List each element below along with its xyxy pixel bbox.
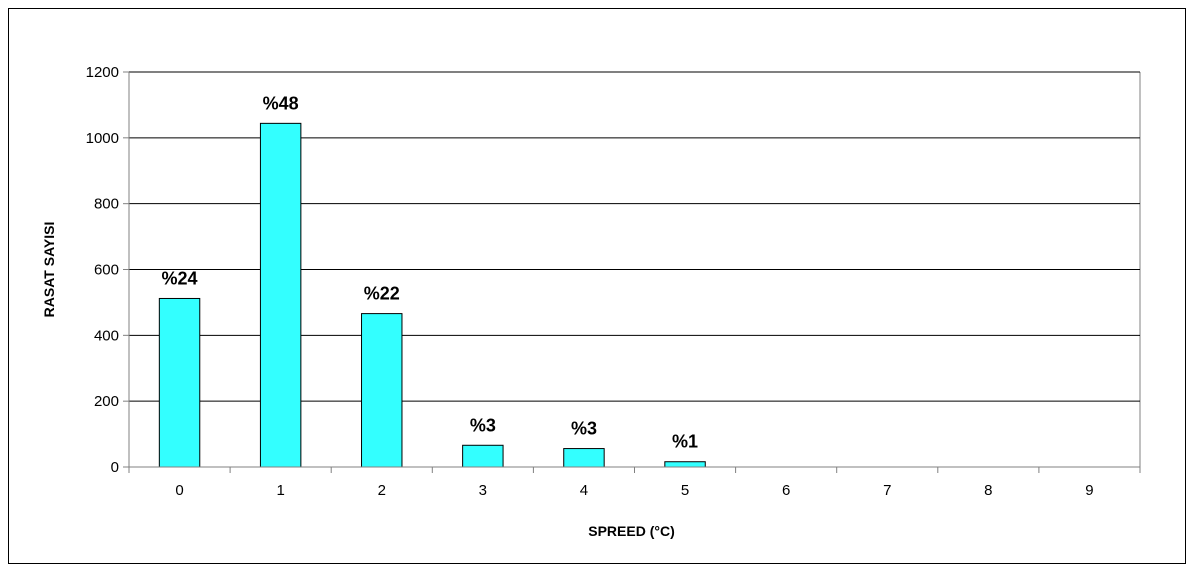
chart-frame: 0 200 400 600 800 1000 1200 0 1 2 3 4 5 6 7 8 9 %24 %48 %2… [8, 8, 1186, 564]
data-label: %3 [470, 415, 496, 435]
bar [158, 297, 201, 468]
y-tick-label: 800 [94, 196, 119, 213]
x-tick-label: 2 [378, 482, 386, 499]
x-tick-label: 4 [580, 482, 588, 499]
data-label: %48 [263, 93, 299, 113]
x-tick-label: 5 [681, 482, 689, 499]
y-tick-label: 1200 [86, 64, 119, 81]
x-tick-label: 8 [984, 482, 992, 499]
data-label: %3 [571, 419, 597, 439]
bar [563, 448, 605, 468]
axes: 0 200 400 600 800 1000 1200 0 1 2 3 4 5 6 7 8 9 [86, 64, 1141, 499]
data-label: %22 [364, 284, 400, 304]
x-tick-label: 0 [175, 482, 183, 499]
x-tick-label: 7 [883, 482, 891, 499]
x-axis-title: SPREED (°C) [588, 523, 675, 539]
y-tick-label: 200 [94, 393, 119, 410]
x-tick-label: 9 [1085, 482, 1093, 499]
data-label: %24 [162, 268, 198, 288]
bar [259, 122, 302, 468]
bar [664, 461, 706, 468]
bar [462, 444, 504, 468]
y-tick-label: 600 [94, 262, 119, 279]
bars [158, 122, 706, 468]
bar [361, 313, 403, 468]
x-tick-label: 6 [782, 482, 790, 499]
y-tick-label: 0 [111, 459, 119, 476]
y-axis-title: RASAT SAYISI [41, 222, 57, 318]
x-tick-label: 1 [276, 482, 284, 499]
y-tick-label: 400 [94, 327, 119, 344]
data-label: %1 [672, 432, 698, 452]
x-tick-label: 3 [479, 482, 487, 499]
y-tick-label: 1000 [86, 130, 119, 147]
data-labels: %24 %48 %22 %3 %3 %1 [162, 93, 699, 451]
